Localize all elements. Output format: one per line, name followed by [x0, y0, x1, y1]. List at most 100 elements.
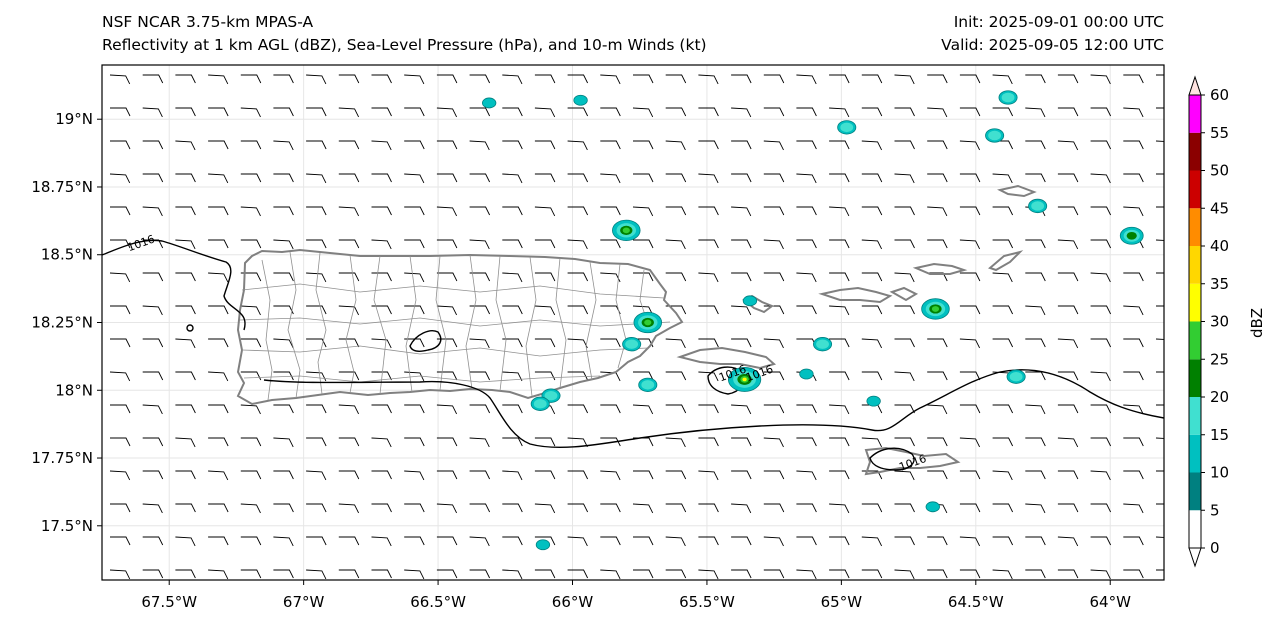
- wind-barb: [796, 503, 817, 513]
- wind-barb: [763, 338, 784, 349]
- wind-barb: [175, 404, 196, 414]
- wind-barb: [534, 272, 556, 282]
- wind-barb: [861, 272, 883, 282]
- wind-barb: [796, 305, 817, 315]
- wind-barb: [698, 470, 719, 481]
- wind-barb: [371, 272, 392, 282]
- wind-barb: [1090, 305, 1112, 315]
- wind-barb: [731, 437, 752, 447]
- wind-barb: [1156, 173, 1164, 175]
- wind-barb: [927, 206, 948, 217]
- wind-barb: [1090, 173, 1111, 184]
- wind-barb: [338, 404, 360, 415]
- wind-barb: [1057, 173, 1079, 183]
- wind-barb: [338, 74, 360, 84]
- wind-barb: [698, 140, 719, 150]
- wind-barb: [959, 536, 981, 547]
- wind-barb: [1123, 503, 1144, 514]
- colorbar-segment: [1189, 208, 1201, 246]
- wind-barb: [502, 437, 523, 447]
- wind-barb: [567, 206, 589, 216]
- wind-barb: [829, 206, 850, 217]
- wind-barb: [109, 569, 131, 580]
- wind-barb: [1057, 206, 1079, 216]
- wind-barb: [404, 239, 425, 249]
- wind-barb: [1156, 107, 1164, 109]
- wind-barb: [404, 536, 425, 546]
- wind-barb: [1155, 338, 1164, 340]
- wind-barb: [110, 404, 131, 414]
- wind-barb: [763, 272, 785, 282]
- wind-barb: [632, 107, 654, 118]
- wind-barb: [927, 74, 948, 84]
- wind-barb: [1090, 140, 1112, 150]
- wind-barb: [1057, 239, 1079, 250]
- wind-barb: [175, 437, 196, 448]
- wind-barb: [1156, 503, 1164, 505]
- wind-barb: [763, 305, 785, 315]
- wind-barb: [338, 272, 360, 282]
- wind-barb: [273, 239, 294, 250]
- wind-barb: [894, 173, 915, 184]
- wind-barb: [110, 437, 131, 447]
- wind-barb: [894, 272, 915, 283]
- wind-barb: [894, 338, 915, 348]
- wind-barb: [1123, 404, 1144, 415]
- wind-barb: [1123, 536, 1144, 546]
- wind-barb: [1123, 437, 1144, 447]
- colorbar-segment: [1189, 510, 1201, 548]
- wind-barb: [436, 569, 458, 579]
- wind-barb: [142, 272, 164, 282]
- wind-barb: [110, 140, 131, 150]
- wind-barb: [731, 536, 752, 546]
- wind-barb: [796, 404, 817, 414]
- wind-barb: [502, 404, 523, 414]
- wind-barb: [338, 536, 360, 546]
- wind-barb: [763, 371, 785, 381]
- sea-level-pressure-contours: [102, 239, 1164, 471]
- wind-barb: [665, 173, 687, 183]
- wind-barb: [273, 74, 294, 84]
- wind-barb: [633, 569, 654, 579]
- wind-barb: [469, 437, 490, 448]
- wind-barb: [731, 503, 752, 514]
- wind-barb: [338, 107, 360, 118]
- wind-barb: [1155, 536, 1164, 538]
- wind-barb: [1090, 470, 1111, 481]
- colorbar-tick-label: 60: [1210, 86, 1229, 104]
- wind-barb: [469, 107, 491, 117]
- colorbar-tick-label: 25: [1210, 350, 1229, 368]
- wind-barb: [142, 173, 164, 183]
- wind-barb: [1156, 74, 1164, 76]
- wind-barb: [861, 206, 883, 216]
- wind-barb: [240, 173, 262, 183]
- reflectivity-cell: [742, 295, 758, 307]
- wind-barb: [404, 437, 425, 447]
- wind-barb: [763, 74, 785, 84]
- wind-barb: [306, 272, 327, 283]
- wind-barb: [371, 140, 392, 151]
- wind-barb: [927, 437, 948, 447]
- wind-barb: [338, 503, 360, 514]
- reflectivity-cell: [985, 128, 1005, 143]
- wind-barb: [763, 239, 784, 250]
- wind-barb: [763, 503, 785, 513]
- wind-barb: [371, 107, 392, 117]
- wind-barb: [371, 470, 392, 480]
- wind-barb: [1123, 470, 1144, 480]
- colorbar-segment: [1189, 283, 1201, 322]
- title-init-time: Init: 2025-09-01 00:00 UTC: [953, 13, 1164, 31]
- wind-barb: [338, 338, 360, 348]
- wind-barb: [175, 305, 196, 315]
- colorbar-tick-label: 20: [1210, 388, 1229, 406]
- wind-barb: [731, 569, 752, 579]
- wind-barb: [240, 536, 262, 546]
- wind-barb: [894, 107, 915, 117]
- wind-barb: [698, 536, 719, 546]
- wind-barb: [632, 404, 654, 415]
- wind-barb: [731, 305, 752, 316]
- colorbar-tick-label: 40: [1210, 237, 1229, 255]
- wind-barb: [698, 305, 719, 315]
- wind-barb: [698, 272, 719, 283]
- wind-barb: [698, 503, 719, 513]
